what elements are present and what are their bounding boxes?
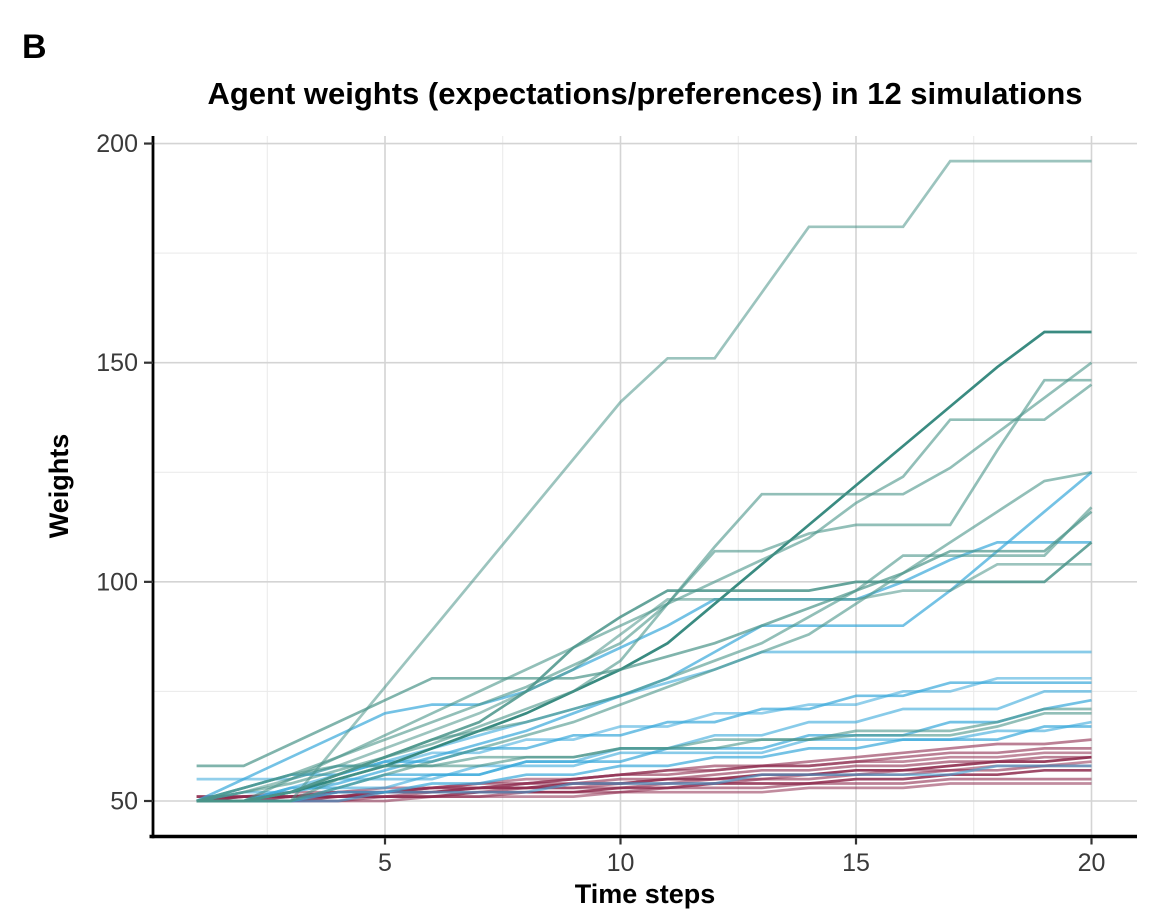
series-lines bbox=[196, 159, 1093, 803]
series-teal-1 bbox=[196, 159, 1092, 803]
y-tick-label: 200 bbox=[96, 130, 138, 158]
series-teal-8 bbox=[196, 510, 1093, 768]
x-tick-label: 15 bbox=[842, 849, 870, 877]
series-teal-12 bbox=[196, 711, 1092, 803]
series-blue-9 bbox=[196, 725, 1092, 803]
x-tick-label: 5 bbox=[378, 849, 392, 877]
y-axis-title: Weights bbox=[44, 434, 74, 539]
y-tick-label: 50 bbox=[110, 788, 138, 816]
axis-ticks: 50 100 150 200 5 10 15 20 bbox=[96, 130, 1105, 877]
x-axis-title: Time steps bbox=[575, 879, 716, 909]
series-teal-9 bbox=[196, 541, 1093, 803]
series-blue-2 bbox=[196, 541, 1092, 803]
series-teal-6 bbox=[196, 470, 1092, 803]
x-tick-label: 10 bbox=[607, 849, 635, 877]
panel-label: B bbox=[22, 28, 47, 66]
y-tick-label: 150 bbox=[96, 349, 138, 377]
x-tick-label: 20 bbox=[1078, 849, 1106, 877]
minor-gridlines bbox=[153, 136, 1137, 837]
series-blue-10 bbox=[196, 764, 1092, 803]
series-teal-3 bbox=[196, 361, 1093, 803]
series-maroon-10 bbox=[196, 782, 1092, 803]
series-teal-10 bbox=[196, 562, 1092, 803]
y-tick-label: 100 bbox=[96, 568, 138, 596]
series-teal-5 bbox=[196, 383, 1093, 803]
chart-title: Agent weights (expectations/preferences)… bbox=[207, 76, 1082, 111]
